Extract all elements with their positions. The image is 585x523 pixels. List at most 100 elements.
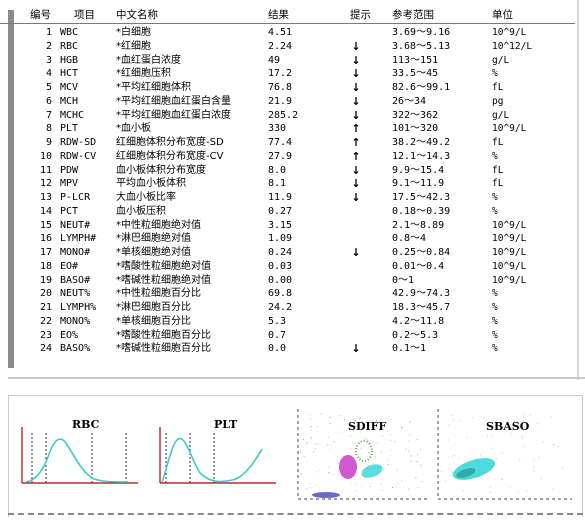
row-flag-arrow: ↓	[351, 246, 361, 259]
row-reference-range: 18.3～45.7	[392, 302, 451, 313]
scatter-dot	[364, 438, 366, 440]
row-item-code: NEUT%	[60, 288, 91, 300]
table-header: 编号 项目 中文名称 结果 提示 参考范围 单位	[0, 8, 575, 24]
row-result: 17.2	[268, 68, 293, 80]
row-flag-arrow: ↓	[351, 108, 361, 122]
scatter-dot	[420, 463, 422, 465]
scatter-dot	[452, 420, 454, 422]
row-chinese-name: 大血小板比率	[116, 192, 176, 203]
scatter-dot	[357, 423, 359, 424]
scatter-dot	[390, 455, 392, 457]
row-flag-arrow: ↓	[351, 163, 361, 177]
scatter-dot	[354, 483, 356, 485]
row-item-code: LYMPH%	[60, 302, 97, 313]
scatter-dot	[524, 413, 526, 415]
scatter-dot	[420, 448, 422, 450]
row-number: 24	[39, 343, 52, 355]
scatter-dot	[329, 417, 331, 419]
scatter-dot	[356, 425, 358, 427]
row-reference-range: 0.25～0.84	[392, 247, 451, 258]
scatter-dot	[300, 441, 302, 443]
row-result: 0.7	[268, 329, 287, 341]
scatter-dot	[329, 422, 331, 424]
row-result: 27.9	[268, 150, 293, 162]
row-flag-arrow: ↓	[351, 39, 361, 53]
row-result: 69.8	[268, 288, 293, 300]
table-row: 24 BASO% *嗜碱性粒细胞百分比 0.0 ↓ 0.1～1%	[0, 342, 575, 355]
row-item-code: HGB	[60, 54, 79, 66]
row-unit: 10^9/L	[492, 233, 527, 245]
scatter-dot	[537, 423, 539, 425]
rbc-histogram	[21, 427, 138, 484]
row-result: 0.0	[268, 343, 287, 355]
row-item-code: MPV	[60, 178, 79, 190]
scatter-dot	[353, 419, 355, 420]
row-chinese-name: *嗜酸性粒细胞绝对值	[116, 260, 211, 272]
scatter-dot	[328, 472, 330, 474]
row-reference-range: 101～320	[392, 123, 439, 135]
row-number: 19	[39, 274, 52, 286]
scatter-dot	[543, 441, 544, 443]
scatter-dot	[382, 435, 383, 437]
row-item-code: MCH	[60, 95, 79, 107]
row-number: 17	[39, 247, 52, 258]
header-result: 结果	[268, 9, 289, 21]
scatter-dot	[416, 439, 418, 440]
histogram-panel: RBC PLT SDIFF SBASO	[0, 385, 585, 523]
panel-right-border	[577, 0, 579, 380]
row-chinese-name: *淋巴细胞绝对值	[116, 233, 191, 245]
scatter-dot	[462, 490, 464, 492]
scatter-dot	[359, 418, 361, 420]
scatter-dot	[369, 430, 371, 432]
row-reference-range: 3.69～9.16	[392, 27, 451, 38]
scatter-dot	[374, 456, 376, 458]
row-unit: %	[492, 192, 498, 203]
row-chinese-name: *单核细胞百分比	[116, 315, 191, 327]
scatter-dot	[526, 490, 528, 492]
row-result: 8.1	[268, 178, 287, 190]
scatter-dot	[501, 452, 503, 454]
row-number: 10	[39, 150, 52, 162]
scatter-dot	[337, 462, 339, 464]
scatter-dot	[310, 414, 311, 416]
table-row: 20 NEUT% *中性粒细胞百分比 69.8 42.9～74.3%	[0, 287, 575, 300]
scatter-dot	[396, 469, 398, 471]
scatter-dot	[382, 426, 384, 428]
sdiff-neut-cluster	[361, 464, 383, 478]
scatter-dot	[313, 451, 315, 453]
scatter-dot	[354, 420, 356, 422]
scatter-dot	[524, 445, 526, 447]
row-chinese-name: *嗜酸性粒细胞百分比	[116, 329, 211, 341]
row-flag-arrow: ↓	[351, 67, 361, 81]
row-chinese-name: 血小板压积	[116, 205, 166, 217]
scatter-dot	[390, 440, 392, 441]
scatter-dot	[359, 457, 361, 459]
row-result: 21.9	[268, 95, 293, 107]
row-unit: %	[492, 343, 498, 355]
row-reference-range: 2.1～8.89	[392, 219, 445, 231]
scatter-dot	[328, 466, 330, 468]
row-flag-arrow: ↓	[351, 53, 361, 67]
scatter-dot	[316, 426, 318, 428]
scatter-dot	[389, 434, 391, 436]
scatter-dot	[320, 413, 322, 415]
scatter-dot	[350, 484, 352, 486]
row-number: 7	[45, 109, 52, 121]
scatter-dot	[401, 426, 403, 428]
table-row: 4 HCT *红细胞压积 17.2 ↓ 33.5～45%	[0, 67, 575, 80]
chart-panel-left-border	[8, 395, 9, 517]
row-item-code: MCV	[60, 82, 79, 93]
scatter-dot	[360, 431, 361, 433]
sbaso-core-cluster	[456, 468, 476, 478]
sdiff-mono-cluster	[355, 440, 373, 462]
scatter-dot	[310, 429, 312, 431]
row-flag-arrow: ↓	[351, 177, 361, 191]
scatter-dot	[401, 480, 403, 482]
scatter-dot	[472, 417, 474, 419]
sdiff-scatter	[297, 409, 428, 500]
scatter-dot	[380, 452, 382, 454]
scatter-dot	[367, 465, 369, 467]
scatter-dot	[340, 457, 342, 459]
sbaso-background-dots	[441, 413, 564, 493]
rbc-curve	[25, 438, 129, 483]
